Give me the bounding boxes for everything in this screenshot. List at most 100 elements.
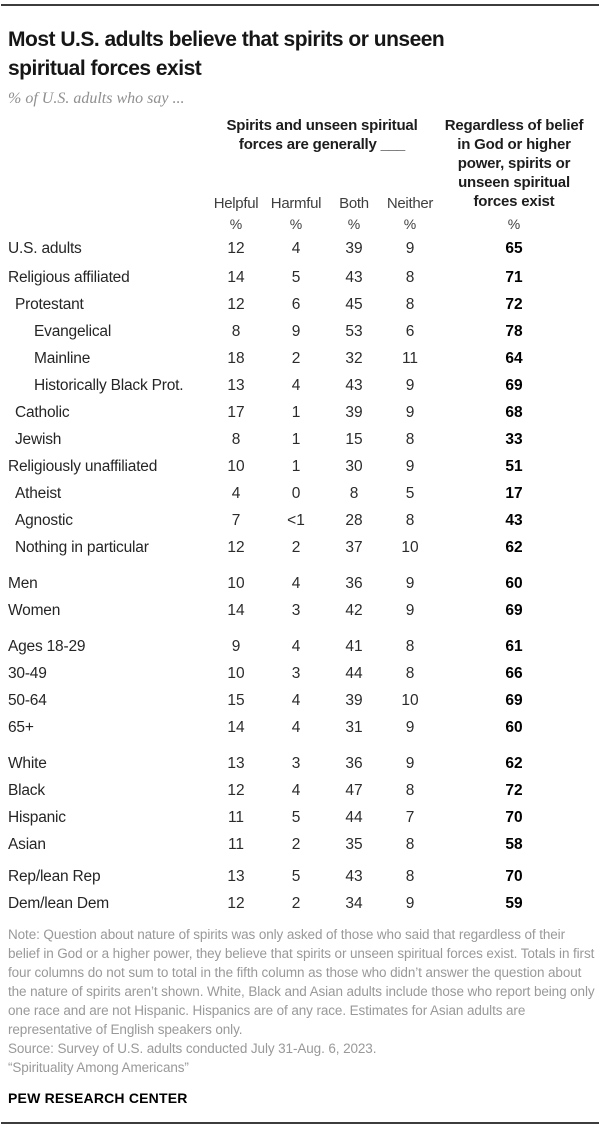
header-group-left: Spirits and unseen spiritual forces are g…: [206, 116, 438, 212]
cell-both: 28: [345, 511, 363, 529]
row-label: Rep/lean Rep: [8, 867, 101, 885]
report-card: Most U.S. adults believe that spirits or…: [0, 25, 600, 1106]
cell-neither: 8: [405, 664, 415, 682]
table-row: Evangelical 8 9 53 6 78: [8, 318, 595, 345]
cell-helpful: 13: [227, 754, 245, 772]
cell-total: 72: [505, 781, 523, 799]
cell-harmful: 4: [291, 574, 301, 592]
percent-sign: %: [347, 215, 361, 232]
cell-total: 43: [505, 511, 523, 529]
table-row: Historically Black Prot. 13 4 43 9 69: [8, 372, 595, 399]
cell-helpful: 4: [231, 484, 241, 502]
cell-both: 36: [345, 574, 363, 592]
top-rule: [1, 4, 599, 6]
group-header-left: Spirits and unseen spiritual forces are g…: [226, 117, 418, 153]
cell-both: 36: [345, 754, 363, 772]
row-label: Ages 18-29: [8, 637, 86, 655]
cell-total: 61: [505, 637, 523, 655]
cell-neither: 9: [405, 574, 415, 592]
row-label: White: [8, 754, 47, 772]
table-row: Ages 18-29 9 4 41 8 61: [8, 633, 595, 660]
cell-total: 69: [505, 691, 523, 709]
cell-harmful: 2: [291, 835, 301, 853]
cell-harmful: 3: [291, 754, 301, 772]
report-title-quote: “Spirituality Among Americans”: [8, 1060, 189, 1075]
cell-neither: 9: [405, 894, 415, 912]
cell-helpful: 17: [227, 403, 245, 421]
cell-both: 45: [345, 295, 363, 313]
cell-helpful: 14: [227, 268, 245, 286]
row-label: Mainline: [34, 349, 91, 367]
cell-helpful: 13: [227, 867, 245, 885]
row-label: Asian: [8, 835, 46, 853]
row-label: 30-49: [8, 664, 47, 682]
table-group-age: Ages 18-29 9 4 41 8 61 30-49 10 3 44 8 66 50-64 15 4 39…: [8, 633, 595, 741]
cell-total: 66: [505, 664, 523, 682]
cell-neither: 8: [405, 295, 415, 313]
cell-harmful: <1: [287, 511, 305, 529]
table-row: White 13 3 36 9 62: [8, 750, 595, 777]
cell-harmful: 3: [291, 601, 301, 619]
table-row: Jewish 8 1 15 8 33: [8, 426, 595, 453]
cell-total: 60: [505, 574, 523, 592]
table-row: Catholic 17 1 39 9 68: [8, 399, 595, 426]
percent-sign: %: [229, 215, 243, 232]
source-text: Source: Survey of U.S. adults conducted …: [8, 1041, 377, 1056]
cell-helpful: 11: [227, 808, 245, 826]
cell-neither: 8: [405, 430, 415, 448]
cell-both: 39: [345, 691, 363, 709]
cell-helpful: 10: [227, 457, 245, 475]
table-group-religion: Religious affiliated 14 5 43 8 71 Protestant 12…: [8, 264, 595, 561]
cell-both: 39: [345, 239, 363, 257]
table-row: Religiously unaffiliated 10 1 30 9 51: [8, 453, 595, 480]
cell-helpful: 10: [227, 574, 245, 592]
cell-neither: 9: [405, 376, 415, 394]
cell-helpful: 9: [231, 637, 241, 655]
table-row: Asian 11 2 35 8 58: [8, 831, 595, 858]
row-label: 50-64: [8, 691, 47, 709]
cell-helpful: 14: [227, 601, 245, 619]
cell-total: 65: [505, 239, 523, 257]
table-row: U.S. adults 12 4 39 9 65: [8, 235, 595, 262]
cell-harmful: 0: [291, 484, 301, 502]
table-row: Rep/lean Rep 13 5 43 8 70: [8, 863, 595, 890]
header-group-right: Regardless of belief in God or higher powe…: [438, 116, 590, 212]
cell-harmful: 9: [291, 322, 301, 340]
cell-total: 70: [505, 808, 523, 826]
cell-harmful: 2: [291, 349, 301, 367]
cell-neither: 5: [405, 484, 415, 502]
column-label-helpful: Helpful: [213, 195, 259, 212]
cell-helpful: 18: [227, 349, 245, 367]
cell-helpful: 7: [231, 511, 241, 529]
percent-sign: %: [403, 215, 417, 232]
cell-neither: 8: [405, 781, 415, 799]
cell-helpful: 8: [231, 322, 241, 340]
cell-harmful: 5: [291, 268, 301, 286]
cell-total: 70: [505, 867, 523, 885]
cell-both: 37: [345, 538, 363, 556]
bottom-rule: [1, 1122, 599, 1124]
cell-neither: 8: [405, 867, 415, 885]
cell-both: 43: [345, 867, 363, 885]
row-label: Jewish: [15, 430, 62, 448]
cell-both: 30: [345, 457, 363, 475]
cell-total: 64: [505, 349, 523, 367]
cell-neither: 8: [405, 268, 415, 286]
column-label-harmful: Harmful: [270, 195, 322, 212]
cell-total: 69: [505, 601, 523, 619]
cell-harmful: 1: [291, 457, 301, 475]
cell-both: 15: [345, 430, 363, 448]
table-row: Hispanic 11 5 44 7 70: [8, 804, 595, 831]
cell-both: 41: [345, 637, 363, 655]
cell-neither: 9: [405, 239, 415, 257]
table-row: Religious affiliated 14 5 43 8 71: [8, 264, 595, 291]
cell-neither: 8: [405, 835, 415, 853]
cell-total: 69: [505, 376, 523, 394]
note-text: Note: Question about nature of spirits w…: [8, 927, 595, 1037]
cell-harmful: 5: [291, 867, 301, 885]
row-label: Catholic: [15, 403, 70, 421]
cell-neither: 10: [401, 538, 419, 556]
cell-total: 71: [505, 268, 523, 286]
table-row: Protestant 12 6 45 8 72: [8, 291, 595, 318]
cell-both: 34: [345, 894, 363, 912]
